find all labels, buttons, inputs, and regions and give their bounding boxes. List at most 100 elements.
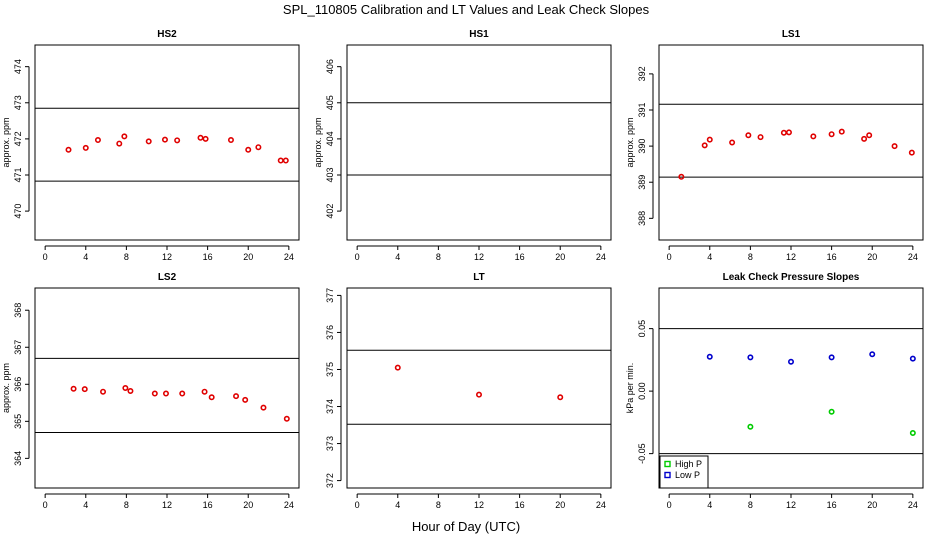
x-tick-label: 20 (555, 500, 565, 510)
x-tick-label: 4 (83, 252, 88, 262)
legend-swatch-low-p (664, 471, 671, 479)
data-point-low-p (909, 355, 916, 362)
y-tick-label: 391 (637, 102, 647, 117)
x-tick-label: 0 (667, 252, 672, 262)
x-tick-label: 20 (867, 252, 877, 262)
panel-ls1: LS1 0 4 8 12 16 20 24 388 389 390 391 392 approx. ppm (625, 29, 924, 262)
data-point-hs2 (245, 146, 252, 153)
y-tick-label: 375 (325, 362, 335, 377)
y-tick-label: 368 (13, 303, 23, 318)
plot-frame (658, 287, 924, 489)
x-tick-label: 0 (355, 252, 360, 262)
data-point-ls2 (242, 396, 249, 403)
panel-title: Leak Check Pressure Slopes (723, 272, 860, 283)
data-point-hs2 (197, 134, 204, 141)
data-point-ls2 (81, 386, 88, 393)
data-point-hs2 (255, 144, 262, 151)
x-tick-label: 20 (867, 500, 877, 510)
data-point-ls2 (283, 415, 290, 422)
y-tick-label: 388 (637, 211, 647, 226)
x-tick-label: 8 (124, 252, 129, 262)
y-tick-label: 372 (325, 473, 335, 488)
y-axis-label: approx. ppm (1, 117, 11, 167)
data-point-ls1 (810, 133, 817, 140)
y-tick-label: 0.00 (637, 382, 647, 400)
plot-frame (658, 44, 924, 241)
data-point-ls2 (127, 387, 134, 394)
data-point-hs2 (277, 157, 284, 164)
panel-title: LS1 (782, 29, 801, 40)
x-tick-label: 16 (203, 500, 213, 510)
x-tick-label: 0 (355, 500, 360, 510)
x-tick-label: 0 (43, 500, 48, 510)
x-tick-label: 12 (474, 252, 484, 262)
data-point-hs2 (161, 136, 168, 143)
plot-frame (34, 44, 300, 241)
panel-hs2: HS2 0 4 8 12 16 20 24 470 471 472 473 474 approx. ppm (1, 29, 300, 262)
data-point-ls1 (866, 132, 873, 139)
data-point-ls2 (260, 404, 267, 411)
data-point-ls2 (122, 384, 129, 391)
y-axis-label: approx. ppm (1, 363, 11, 413)
x-tick-label: 12 (162, 500, 172, 510)
plot-frame (34, 287, 300, 489)
data-point-ls1 (780, 129, 787, 136)
x-tick-label: 12 (162, 252, 172, 262)
x-tick-label: 4 (83, 500, 88, 510)
y-tick-label: 390 (637, 139, 647, 154)
x-tick-label: 24 (908, 500, 918, 510)
data-point-lt (475, 391, 482, 398)
data-point-ls1 (838, 128, 845, 135)
x-tick-label: 16 (827, 252, 837, 262)
x-tick-label: 0 (43, 252, 48, 262)
data-point-ls1 (729, 139, 736, 146)
x-tick-label: 4 (395, 500, 400, 510)
data-point-lt (557, 394, 564, 401)
y-tick-label: 373 (325, 436, 335, 451)
plot-frame (346, 44, 612, 241)
x-tick-label: 12 (786, 500, 796, 510)
data-point-hs2 (94, 136, 101, 143)
data-point-hs2 (227, 136, 234, 143)
data-point-high-p (828, 408, 835, 415)
panel-ls2: LS2 0 4 8 12 16 20 24 364 365 366 367 368 approx. ppm (1, 272, 300, 510)
y-tick-label: 364 (13, 451, 23, 466)
x-tick-label: 16 (515, 500, 525, 510)
x-tick-label: 24 (284, 252, 294, 262)
panel-title: HS2 (157, 29, 177, 40)
x-tick-label: 24 (596, 500, 606, 510)
y-tick-label: 473 (13, 95, 23, 110)
x-tick-label: 20 (243, 252, 253, 262)
data-point-ls1 (757, 134, 764, 141)
y-axis-label: approx. ppm (313, 117, 323, 167)
panel-title: LT (473, 272, 484, 283)
data-point-ls2 (233, 393, 240, 400)
y-tick-label: 470 (13, 204, 23, 219)
data-point-hs2 (145, 138, 152, 145)
x-tick-label: 12 (474, 500, 484, 510)
data-point-ls2 (70, 385, 77, 392)
x-tick-label: 20 (555, 252, 565, 262)
y-tick-label: 365 (13, 414, 23, 429)
data-point-hs2 (82, 144, 89, 151)
x-tick-label: 8 (436, 500, 441, 510)
data-point-ls2 (162, 390, 169, 397)
y-tick-label: 474 (13, 59, 23, 74)
y-tick-label: 392 (637, 66, 647, 81)
data-point-hs2 (282, 157, 289, 164)
panel-title: LS2 (158, 272, 177, 283)
x-tick-label: 16 (203, 252, 213, 262)
y-tick-label: 0.05 (637, 320, 647, 338)
legend-swatch-high-p (664, 460, 671, 468)
data-point-ls1 (745, 132, 752, 139)
data-point-ls1 (908, 149, 915, 156)
panel-leak-check-pressure-slopes: Leak Check Pressure Slopes 0 4 8 12 16 20 24 -0.… (625, 272, 924, 510)
y-tick-label: 389 (637, 175, 647, 190)
y-tick-label: 402 (325, 204, 335, 219)
x-tick-label: 16 (827, 500, 837, 510)
y-tick-label: 367 (13, 340, 23, 355)
chart-title: SPL_110805 Calibration and LT Values and… (283, 2, 650, 17)
data-point-ls2 (151, 390, 158, 397)
x-tick-label: 24 (596, 252, 606, 262)
